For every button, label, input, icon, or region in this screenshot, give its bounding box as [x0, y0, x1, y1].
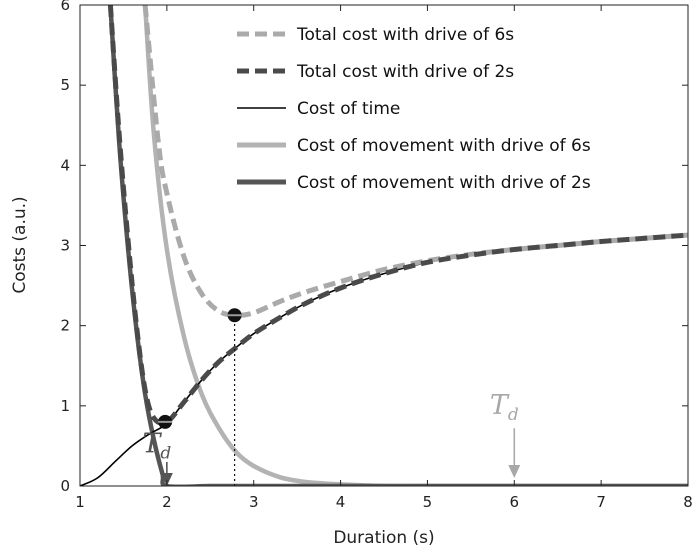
series-line-3 — [142, 5, 688, 486]
min-cost-marker — [227, 308, 242, 323]
td-label: Td — [490, 390, 519, 425]
x-tick-label: 6 — [510, 493, 520, 511]
td-annotation: Td — [490, 390, 521, 478]
y-tick-label: 2 — [60, 317, 70, 335]
marker-layer — [158, 308, 242, 486]
legend-label: Cost of time — [297, 99, 400, 119]
legend: Total cost with drive of 6s Total cost wi… — [237, 25, 591, 193]
y-axis-label: Costs (a.u.) — [10, 196, 30, 293]
min-cost-marker — [158, 414, 173, 429]
x-tick-label: 5 — [423, 493, 433, 511]
y-tick-label: 6 — [60, 0, 70, 14]
legend-item: Cost of movement with drive of 2s — [237, 173, 591, 193]
x-tick-label: 4 — [336, 493, 346, 511]
x-tick-label: 2 — [162, 493, 172, 511]
y-tick-label: 0 — [60, 477, 70, 495]
x-tick-label: 1 — [75, 493, 85, 511]
td-annotation: Td — [142, 428, 173, 486]
y-tick-label: 1 — [60, 397, 70, 415]
legend-item: Total cost with drive of 6s — [237, 25, 514, 45]
x-tick-label: 7 — [596, 493, 606, 511]
legend-item: Total cost with drive of 2s — [237, 62, 514, 82]
x-axis-label: Duration (s) — [333, 528, 434, 548]
x-tick-label: 8 — [683, 493, 693, 511]
annotation-layer: Td Td — [142, 390, 521, 486]
legend-label: Total cost with drive of 2s — [296, 62, 514, 82]
legend-item: Cost of time — [237, 99, 400, 119]
y-tick-label: 4 — [60, 156, 70, 174]
legend-label: Cost of movement with drive of 6s — [297, 136, 591, 156]
x-tick-label: 3 — [249, 493, 259, 511]
legend-label: Cost of movement with drive of 2s — [297, 173, 591, 193]
y-tick-label: 5 — [60, 76, 70, 94]
legend-label: Total cost with drive of 6s — [296, 25, 514, 45]
td-label: Td — [142, 428, 171, 463]
y-tick-label: 3 — [60, 237, 70, 255]
td-arrow-head — [508, 464, 521, 478]
series-line-0 — [142, 5, 688, 318]
td-arrow-head — [160, 473, 173, 486]
legend-item: Cost of movement with drive of 6s — [237, 136, 591, 156]
series-line-1 — [107, 5, 688, 426]
